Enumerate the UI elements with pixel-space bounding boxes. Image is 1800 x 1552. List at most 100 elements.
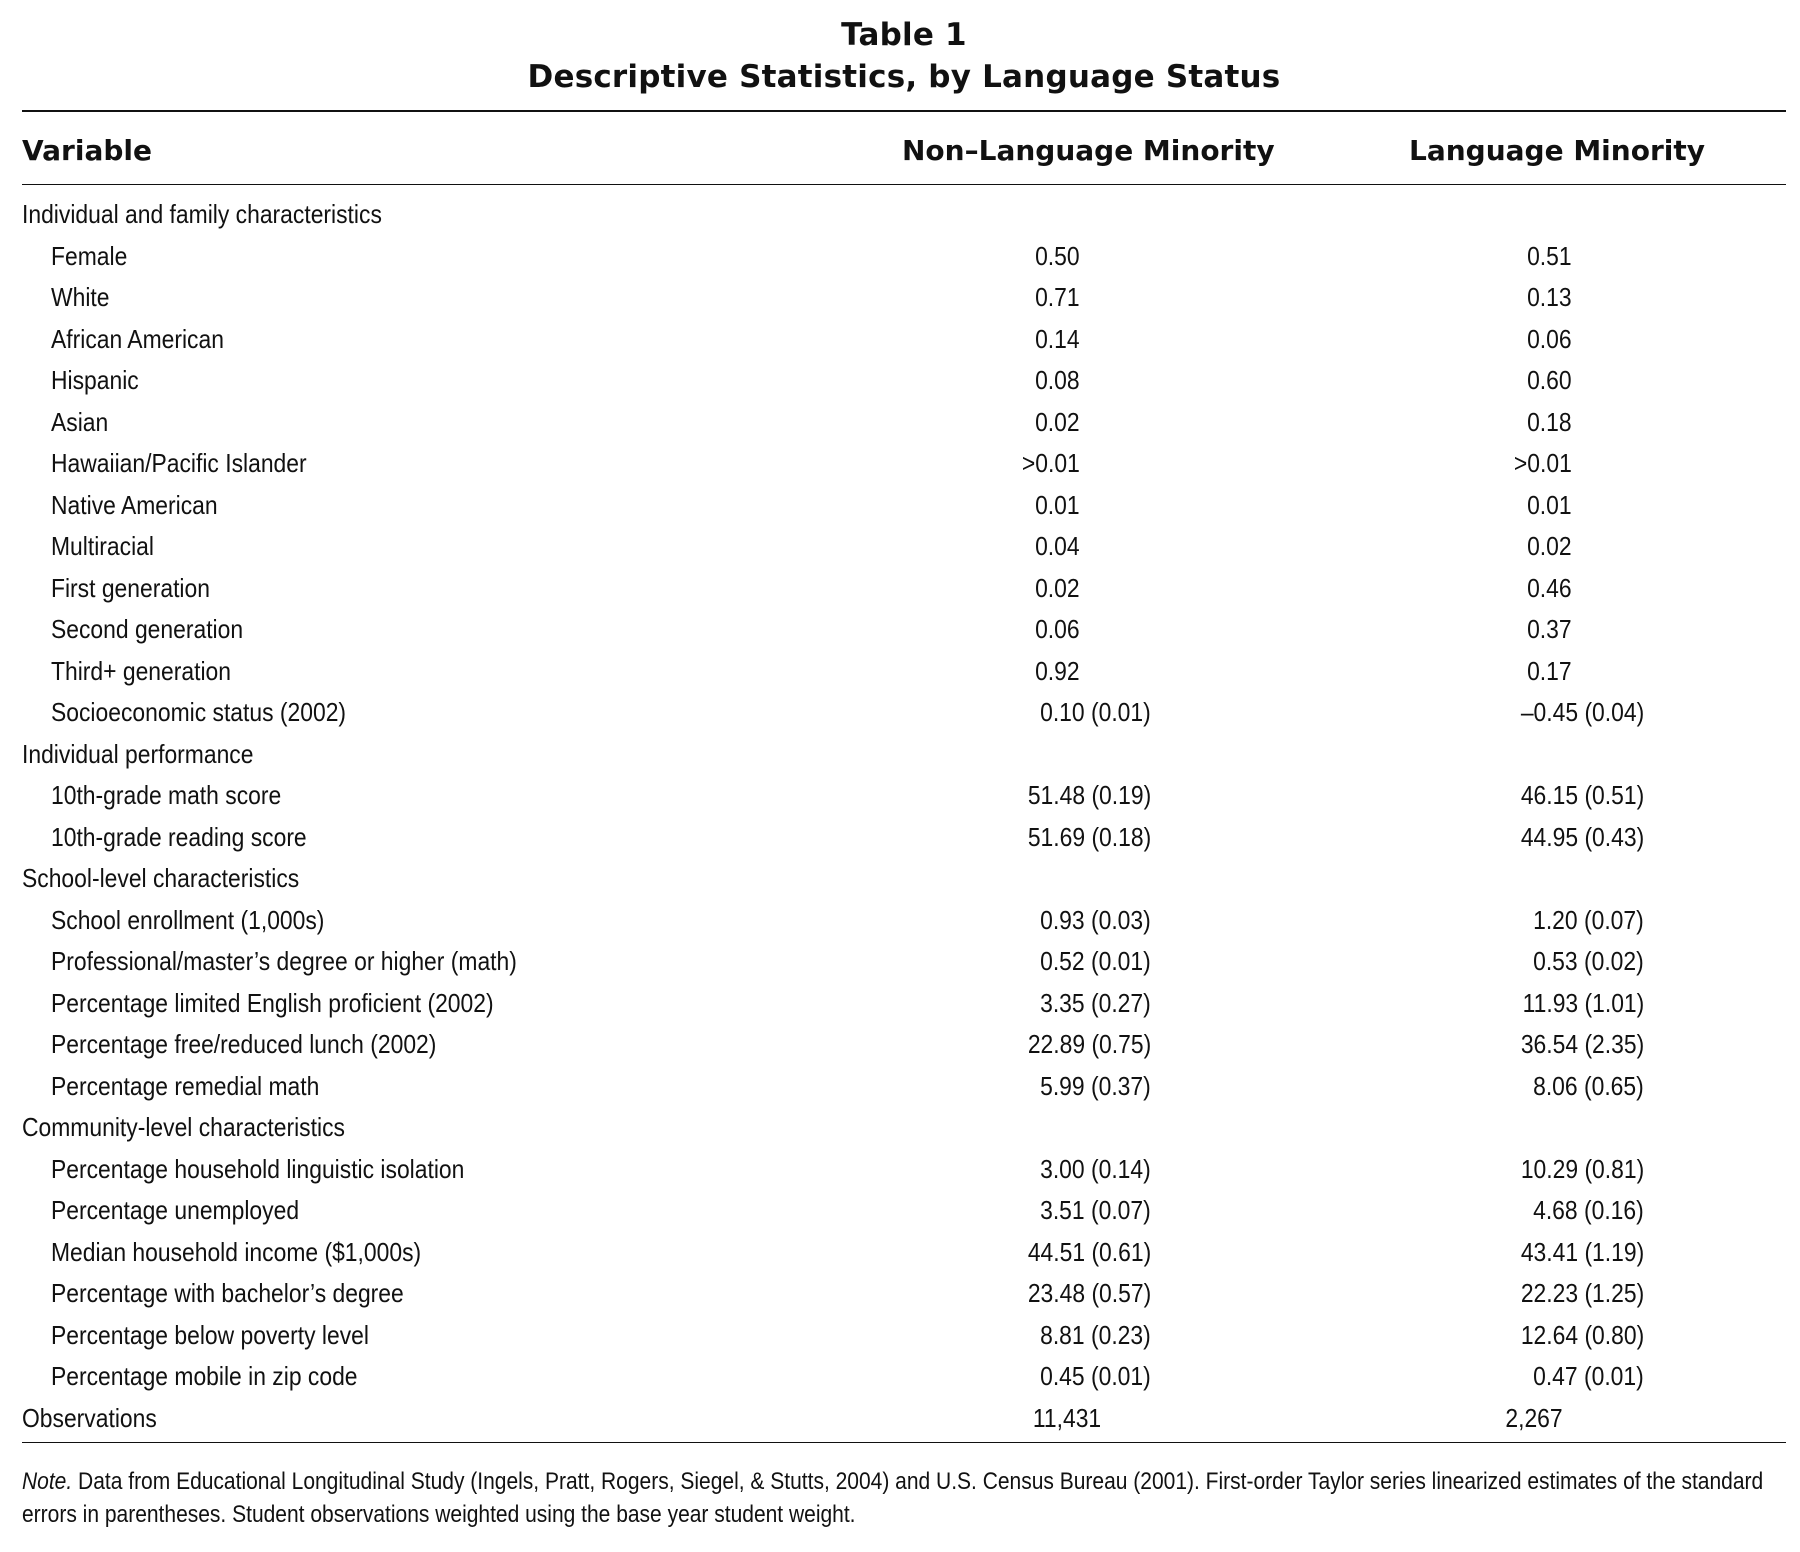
section-row: Individual and family characteristics bbox=[22, 193, 1786, 235]
section-label: Observations bbox=[22, 1402, 157, 1433]
table-row: Native American 0.01 0.01 bbox=[22, 484, 1786, 526]
variable-label: Professional/master’s degree or higher (… bbox=[51, 946, 517, 976]
value-non-language-minority: 11,431 bbox=[1032, 1402, 1102, 1433]
value-non-language-minority: 0.02 bbox=[1035, 572, 1080, 603]
value-non-language-minority: 0.93 (0.03) bbox=[1040, 904, 1151, 935]
variable-label: Percentage with bachelor’s degree bbox=[51, 1278, 404, 1308]
variable-label: Native American bbox=[51, 489, 218, 520]
table-row: School enrollment (1,000s) 0.93 (0.03) 1.2… bbox=[22, 899, 1786, 941]
value-non-language-minority: 0.14 bbox=[1035, 323, 1080, 354]
section-row: School-level characteristics bbox=[22, 857, 1786, 899]
variable-label: Percentage unemployed bbox=[51, 1195, 300, 1225]
table-row: Asian 0.02 0.18 bbox=[22, 401, 1786, 443]
table-row: Socioeconomic status (2002) 0.10 (0.01) –0… bbox=[22, 691, 1786, 733]
value-language-minority: 11.93 (1.01) bbox=[1522, 987, 1644, 1018]
value-language-minority: >0.01 bbox=[1514, 448, 1572, 478]
value-language-minority: 0.51 bbox=[1527, 240, 1572, 271]
table-row: Percentage mobile in zip code 0.45 (0.01)… bbox=[22, 1355, 1786, 1397]
variable-label: Asian bbox=[51, 406, 109, 437]
value-non-language-minority: 0.06 bbox=[1035, 614, 1080, 644]
section-row: Observations 11,431 2,267 bbox=[22, 1397, 1786, 1439]
section-label: Individual performance bbox=[22, 738, 254, 769]
value-language-minority: 0.46 bbox=[1527, 572, 1572, 603]
variable-label: Percentage limited English proficient (2… bbox=[51, 987, 494, 1018]
table-title: Table 1 bbox=[841, 17, 967, 53]
value-language-minority: 10.29 (0.81) bbox=[1520, 1153, 1644, 1184]
value-non-language-minority: 5.99 (0.37) bbox=[1040, 1070, 1151, 1101]
value-non-language-minority: 0.92 bbox=[1035, 655, 1080, 686]
value-language-minority: 0.18 bbox=[1527, 406, 1572, 437]
value-language-minority: 44.95 (0.43) bbox=[1520, 821, 1644, 852]
variable-label: Hawaiian/Pacific Islander bbox=[51, 448, 307, 478]
table-row: Median household income ($1,000s) 44.51 (… bbox=[22, 1231, 1786, 1273]
table-row: Multiracial 0.04 0.02 bbox=[22, 525, 1786, 567]
value-non-language-minority: >0.01 bbox=[1022, 448, 1080, 478]
value-language-minority: 36.54 (2.35) bbox=[1520, 1029, 1644, 1059]
variable-label: Female bbox=[51, 240, 128, 271]
section-label: Individual and family characteristics bbox=[22, 199, 382, 229]
variable-label: Third+ generation bbox=[51, 655, 231, 686]
table-subtitle: Descriptive Statistics, by Language Stat… bbox=[527, 59, 1281, 95]
table-body: Individual and family characteristics Fem… bbox=[22, 185, 1786, 1438]
variable-label: Percentage mobile in zip code bbox=[51, 1361, 358, 1391]
variable-label: Median household income ($1,000s) bbox=[51, 1236, 422, 1267]
table-row: African American 0.14 0.06 bbox=[22, 318, 1786, 360]
value-non-language-minority: 51.69 (0.18) bbox=[1027, 821, 1151, 852]
table-row: Third+ generation 0.92 0.17 bbox=[22, 650, 1786, 692]
table-row: 10th-grade math score 51.48 (0.19) 46.15 (… bbox=[22, 774, 1786, 816]
table-row: Second generation 0.06 0.37 bbox=[22, 608, 1786, 650]
value-non-language-minority: 0.02 bbox=[1035, 406, 1080, 437]
variable-label: First generation bbox=[51, 572, 210, 603]
table-page: Table 1 Descriptive Statistics, by Langu… bbox=[22, 14, 1786, 1531]
table-row: First generation 0.02 0.46 bbox=[22, 567, 1786, 609]
section-row: Individual performance bbox=[22, 733, 1786, 775]
variable-label: Hispanic bbox=[51, 365, 139, 395]
variable-label: Percentage below poverty level bbox=[51, 1319, 369, 1350]
section-row: Community-level characteristics bbox=[22, 1106, 1786, 1148]
value-non-language-minority: 23.48 (0.57) bbox=[1027, 1278, 1151, 1308]
value-non-language-minority: 3.35 (0.27) bbox=[1040, 987, 1151, 1018]
column-header-variable: Variable bbox=[22, 134, 152, 167]
table-row: Percentage household linguistic isolatio… bbox=[22, 1148, 1786, 1190]
variable-label: African American bbox=[51, 323, 224, 354]
value-non-language-minority: 0.45 (0.01) bbox=[1040, 1361, 1151, 1391]
value-non-language-minority: 51.48 (0.19) bbox=[1027, 780, 1151, 810]
value-language-minority: 0.17 bbox=[1527, 655, 1572, 686]
table-title-block: Table 1 Descriptive Statistics, by Langu… bbox=[22, 14, 1786, 98]
value-language-minority: 0.47 (0.01) bbox=[1533, 1361, 1644, 1391]
bottom-rule bbox=[22, 1442, 1786, 1443]
value-non-language-minority: 0.04 bbox=[1035, 531, 1080, 561]
value-language-minority: 46.15 (0.51) bbox=[1520, 780, 1644, 810]
value-language-minority: 0.53 (0.02) bbox=[1533, 946, 1644, 976]
value-language-minority: 4.68 (0.16) bbox=[1533, 1195, 1644, 1225]
table-row: Hispanic 0.08 0.60 bbox=[22, 359, 1786, 401]
top-rule bbox=[22, 110, 1786, 112]
variable-label: Percentage free/reduced lunch (2002) bbox=[51, 1029, 437, 1059]
value-non-language-minority: 0.52 (0.01) bbox=[1040, 946, 1151, 976]
value-language-minority: 8.06 (0.65) bbox=[1533, 1070, 1644, 1101]
value-non-language-minority: 3.51 (0.07) bbox=[1040, 1195, 1151, 1225]
value-language-minority: 12.64 (0.80) bbox=[1520, 1319, 1644, 1350]
column-header-language-minority: Language Minority bbox=[1409, 134, 1705, 167]
value-non-language-minority: 0.10 (0.01) bbox=[1040, 697, 1151, 727]
table-row: Percentage below poverty level 8.81 (0.23… bbox=[22, 1314, 1786, 1356]
value-non-language-minority: 0.01 bbox=[1035, 489, 1080, 520]
table-row: Professional/master’s degree or higher (… bbox=[22, 940, 1786, 982]
table-row: Percentage unemployed 3.51 (0.07) 4.68 (0.… bbox=[22, 1189, 1786, 1231]
value-non-language-minority: 0.71 bbox=[1035, 282, 1080, 312]
table-row: Percentage remedial math 5.99 (0.37) 8.06 … bbox=[22, 1065, 1786, 1107]
value-language-minority: 0.13 bbox=[1527, 282, 1572, 312]
value-non-language-minority: 8.81 (0.23) bbox=[1040, 1319, 1151, 1350]
value-language-minority: 0.60 bbox=[1527, 365, 1572, 395]
table-row: Percentage with bachelor’s degree 23.48 (… bbox=[22, 1272, 1786, 1314]
table-note: Note. Data from Educational Longitudinal… bbox=[22, 1465, 1763, 1531]
value-non-language-minority: 3.00 (0.14) bbox=[1040, 1153, 1151, 1184]
value-language-minority: 0.02 bbox=[1527, 531, 1572, 561]
variable-label: 10th-grade reading score bbox=[51, 821, 307, 852]
section-label: School-level characteristics bbox=[22, 863, 300, 893]
value-language-minority: 0.06 bbox=[1527, 323, 1572, 354]
value-non-language-minority: 44.51 (0.61) bbox=[1027, 1236, 1151, 1267]
value-non-language-minority: 22.89 (0.75) bbox=[1027, 1029, 1151, 1059]
variable-label: Multiracial bbox=[51, 531, 154, 561]
table-row: 10th-grade reading score 51.69 (0.18) 44.9… bbox=[22, 816, 1786, 858]
